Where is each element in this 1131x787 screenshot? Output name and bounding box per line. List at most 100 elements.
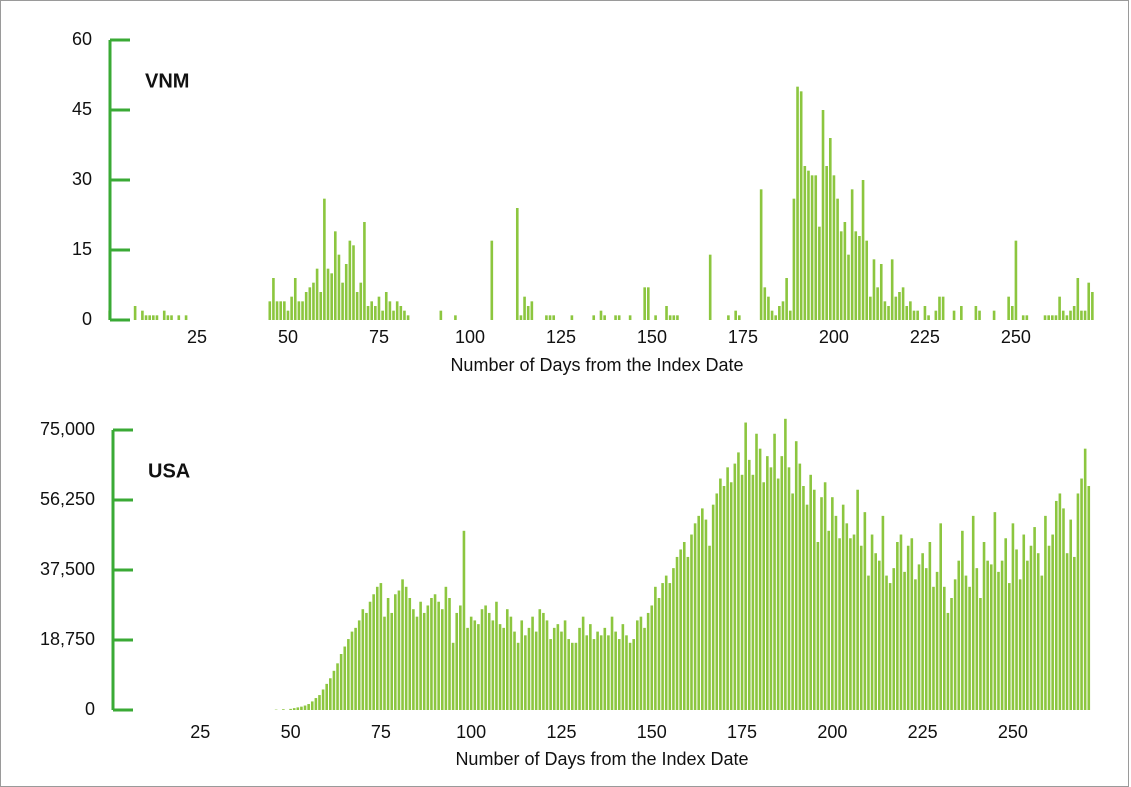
bar	[401, 579, 404, 710]
bar	[523, 296, 526, 320]
bar	[363, 222, 366, 320]
bar	[581, 616, 585, 710]
bar	[308, 287, 312, 320]
bar	[776, 478, 780, 710]
bar	[166, 315, 170, 320]
bar	[617, 315, 621, 320]
bar	[570, 315, 574, 320]
bar	[974, 306, 978, 320]
bar	[679, 549, 682, 710]
bar	[906, 545, 910, 710]
bar	[1076, 278, 1080, 320]
bar	[357, 620, 361, 710]
bar	[1069, 519, 1073, 710]
bar	[289, 708, 292, 710]
bar	[690, 534, 693, 710]
bar	[439, 310, 443, 320]
bar	[552, 315, 555, 320]
bar	[791, 493, 794, 710]
bar	[1087, 282, 1091, 320]
bar	[498, 624, 502, 710]
bar	[1083, 310, 1087, 320]
bar	[850, 189, 854, 320]
bar	[879, 264, 883, 320]
bar	[834, 515, 838, 710]
bar	[938, 296, 941, 320]
bar	[1076, 493, 1080, 710]
bar	[513, 631, 516, 710]
bar	[381, 310, 384, 320]
bar	[1061, 310, 1065, 320]
bar	[872, 259, 876, 320]
x-tick-label: 225	[910, 327, 940, 347]
bar	[610, 616, 614, 710]
bar	[484, 605, 487, 710]
bar	[515, 208, 519, 320]
bar	[502, 627, 505, 710]
bar	[971, 515, 975, 710]
bar	[946, 612, 950, 710]
bar	[1025, 315, 1029, 320]
bar	[440, 609, 444, 710]
bar	[406, 315, 410, 320]
bar	[665, 306, 668, 320]
bar	[1015, 549, 1018, 710]
bar	[144, 315, 148, 320]
x-tick-label: 250	[1001, 327, 1031, 347]
bar	[668, 583, 672, 710]
bar	[339, 654, 343, 710]
bar	[708, 545, 711, 710]
bar	[697, 515, 701, 710]
bar	[563, 620, 567, 710]
bar	[312, 282, 315, 320]
bar	[1026, 560, 1029, 710]
bar	[370, 301, 374, 320]
bar	[711, 504, 715, 710]
bar	[805, 504, 809, 710]
bar	[636, 620, 639, 710]
bar	[1069, 310, 1072, 320]
bar	[1072, 306, 1076, 320]
bar	[770, 310, 774, 320]
bar	[892, 568, 896, 710]
bar	[1062, 508, 1065, 710]
bar	[657, 598, 661, 710]
bar	[661, 583, 664, 710]
bar	[388, 301, 392, 320]
bar	[490, 240, 494, 320]
bar	[997, 571, 1000, 710]
bar	[865, 240, 869, 320]
bar	[733, 463, 737, 710]
bar	[268, 301, 272, 320]
bar	[516, 642, 520, 710]
bar	[1018, 579, 1022, 710]
bar	[898, 292, 901, 320]
bar	[722, 486, 726, 710]
bar	[858, 236, 861, 320]
bar	[404, 586, 408, 710]
bar	[552, 627, 556, 710]
bar	[934, 310, 938, 320]
bar	[599, 310, 603, 320]
bar	[1008, 583, 1011, 710]
bar	[961, 530, 964, 710]
bar	[686, 556, 690, 710]
bar	[787, 467, 791, 710]
bar	[953, 579, 957, 710]
bar	[1054, 315, 1058, 320]
bar	[810, 175, 814, 320]
bar	[361, 609, 365, 710]
bar	[650, 605, 654, 710]
bar	[621, 624, 625, 710]
bar	[901, 287, 905, 320]
bar	[1021, 315, 1025, 320]
bar	[905, 306, 909, 320]
bar	[148, 315, 151, 320]
bar	[899, 534, 903, 710]
bar	[355, 292, 359, 320]
bar	[433, 594, 437, 710]
bar	[466, 627, 469, 710]
bar	[1065, 553, 1069, 710]
bar	[827, 530, 831, 710]
bar	[326, 268, 330, 320]
